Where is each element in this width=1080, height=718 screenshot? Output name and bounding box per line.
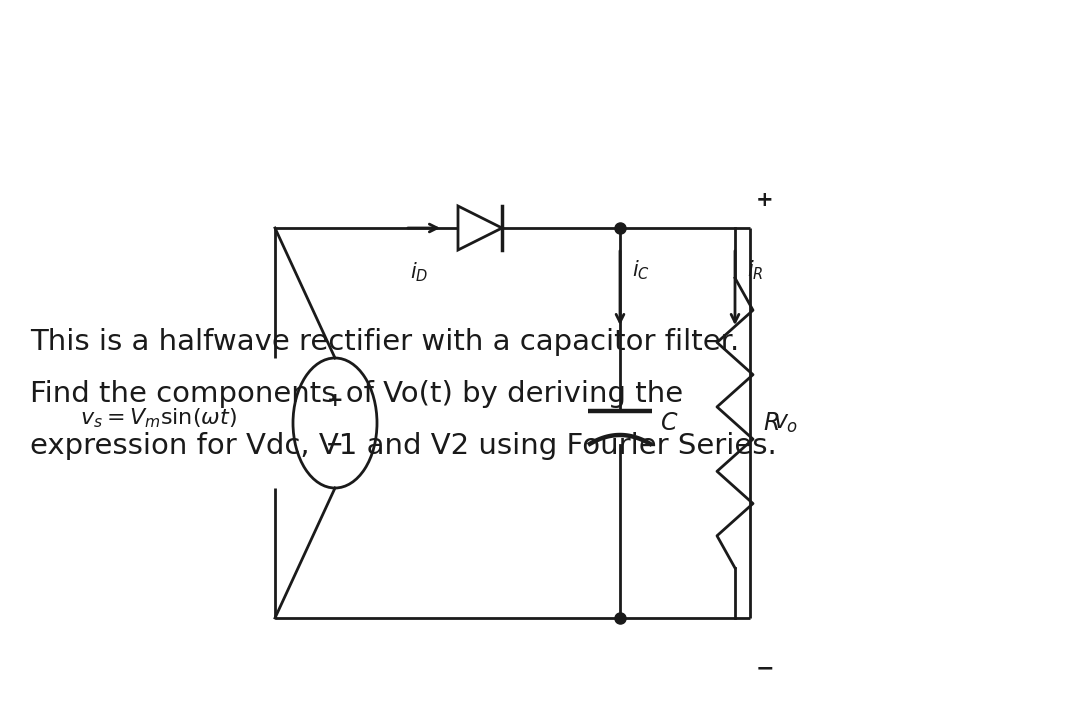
Text: $i_D$: $i_D$ bbox=[410, 260, 429, 284]
Text: Find the components of Vo(t) by deriving the: Find the components of Vo(t) by deriving… bbox=[30, 380, 684, 408]
Text: −: − bbox=[756, 658, 774, 678]
Text: $i_R$: $i_R$ bbox=[747, 258, 764, 281]
Text: This is a halfwave rectifier with a capacitor filter.: This is a halfwave rectifier with a capa… bbox=[30, 328, 739, 356]
Text: $v_o$: $v_o$ bbox=[773, 411, 798, 435]
Text: +: + bbox=[327, 391, 343, 411]
Text: +: + bbox=[756, 190, 773, 210]
Text: expression for Vdc, V1 and V2 using Fourier Series.: expression for Vdc, V1 and V2 using Four… bbox=[30, 432, 777, 460]
Text: $C$: $C$ bbox=[660, 411, 678, 435]
Text: −: − bbox=[326, 435, 343, 455]
Text: $v_s = V_m \sin(\omega t)$: $v_s = V_m \sin(\omega t)$ bbox=[80, 406, 237, 430]
Text: $i_C$: $i_C$ bbox=[632, 258, 650, 281]
Text: $R$: $R$ bbox=[762, 411, 779, 435]
